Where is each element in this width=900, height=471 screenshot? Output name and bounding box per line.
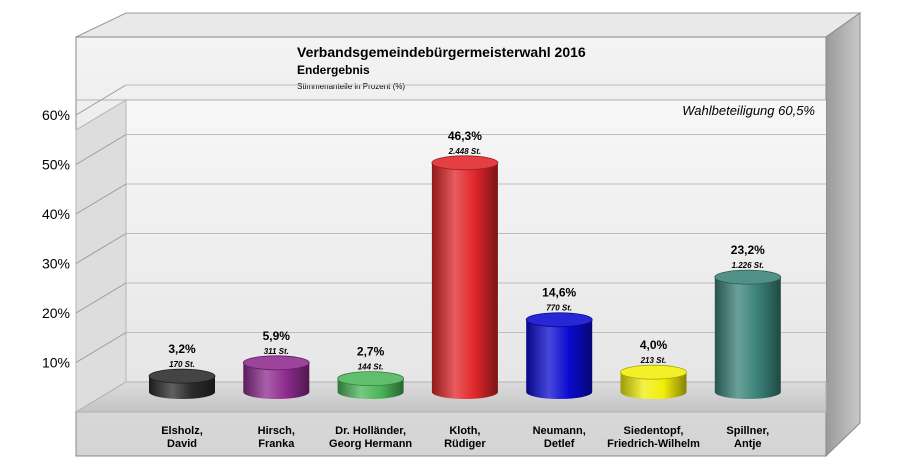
chart-caption: Stimmenanteile in Prozent (%) <box>297 82 405 91</box>
plot-left-wall <box>75 99 127 413</box>
gridline-left <box>75 134 127 165</box>
bar-1 <box>148 368 216 399</box>
gridline-left <box>75 233 127 264</box>
chart-title: Verbandsgemeindebürgermeisterwahl 2016 <box>297 44 586 60</box>
bar-top <box>431 155 499 171</box>
bar-body <box>243 362 310 400</box>
bar-5 <box>525 312 593 400</box>
gridline-left <box>75 282 127 314</box>
bar-4 <box>431 155 499 400</box>
turnout-annotation: Wahlbeteiligung 60,5% <box>682 103 815 118</box>
y-tick-label: 60% <box>42 107 70 123</box>
bar-top <box>337 371 405 387</box>
bar-2 <box>242 355 310 400</box>
bar-6 <box>620 364 687 400</box>
y-axis-ticks: 10% 20% 30% 40% 50% 60% <box>42 107 70 371</box>
gridline-left <box>75 183 127 215</box>
data-labels: 3,2% 170 St. 5,9% 311 St. 2,7% 144 St. 46,3% 2.… <box>168 129 765 372</box>
category-label: Antje <box>734 438 762 450</box>
category-label: Friedrich-Wilhelm <box>607 438 700 450</box>
chart-subtitle: Endergebnis <box>297 63 370 77</box>
bars <box>148 155 782 400</box>
category-label: Hirsch, <box>258 425 295 437</box>
category-label: Neumann, <box>533 425 586 437</box>
votes-label: 144 St. <box>358 363 384 372</box>
category-label: Rüdiger <box>444 438 486 450</box>
bar-top <box>148 368 216 384</box>
y-tick-label: 40% <box>42 206 70 222</box>
percent-label: 14,6% <box>542 286 576 300</box>
category-label: Siedentopf, <box>624 425 684 437</box>
category-label: Detlef <box>544 438 575 450</box>
percent-label: 2,7% <box>357 345 385 359</box>
bar-body <box>431 162 498 400</box>
gridline-left <box>75 84 127 116</box>
bar-top <box>620 364 687 380</box>
category-label: Spillner, <box>726 425 769 437</box>
bar-3 <box>337 371 405 400</box>
bar-body <box>620 372 687 400</box>
category-label: Georg Hermann <box>329 438 412 450</box>
frame-right-side <box>825 12 861 458</box>
bar-body <box>526 319 593 400</box>
votes-label: 1.226 St. <box>732 261 764 270</box>
y-tick-label: 30% <box>42 256 70 272</box>
category-label: Dr. Holländer, <box>335 425 406 437</box>
bar-top <box>525 312 593 328</box>
frame-top <box>75 12 862 38</box>
percent-label: 46,3% <box>448 129 482 143</box>
percent-label: 3,2% <box>168 342 196 356</box>
percent-label: 4,0% <box>640 338 668 352</box>
votes-label: 213 St. <box>640 356 667 365</box>
category-label: Elsholz, <box>161 425 203 437</box>
bar-body <box>714 277 781 400</box>
y-tick-label: 20% <box>42 305 70 321</box>
category-label: Kloth, <box>449 425 480 437</box>
x-axis-labels: Elsholz,David Hirsch,Franka Dr. Holländer,… <box>161 425 769 450</box>
category-label: David <box>167 438 197 450</box>
gridline-left <box>75 332 127 363</box>
percent-label: 5,9% <box>263 329 291 343</box>
category-label: Franka <box>258 438 295 450</box>
votes-label: 311 St. <box>264 347 289 356</box>
y-tick-label: 50% <box>42 157 70 173</box>
votes-label: 2.448 St. <box>448 147 481 156</box>
percent-label: 23,2% <box>731 243 765 257</box>
y-tick-label: 10% <box>42 355 70 371</box>
bar-top <box>242 355 310 371</box>
votes-label: 770 St. <box>546 304 572 313</box>
bar-top <box>714 269 782 285</box>
bar-7 <box>714 269 782 400</box>
votes-label: 170 St. <box>169 360 195 369</box>
